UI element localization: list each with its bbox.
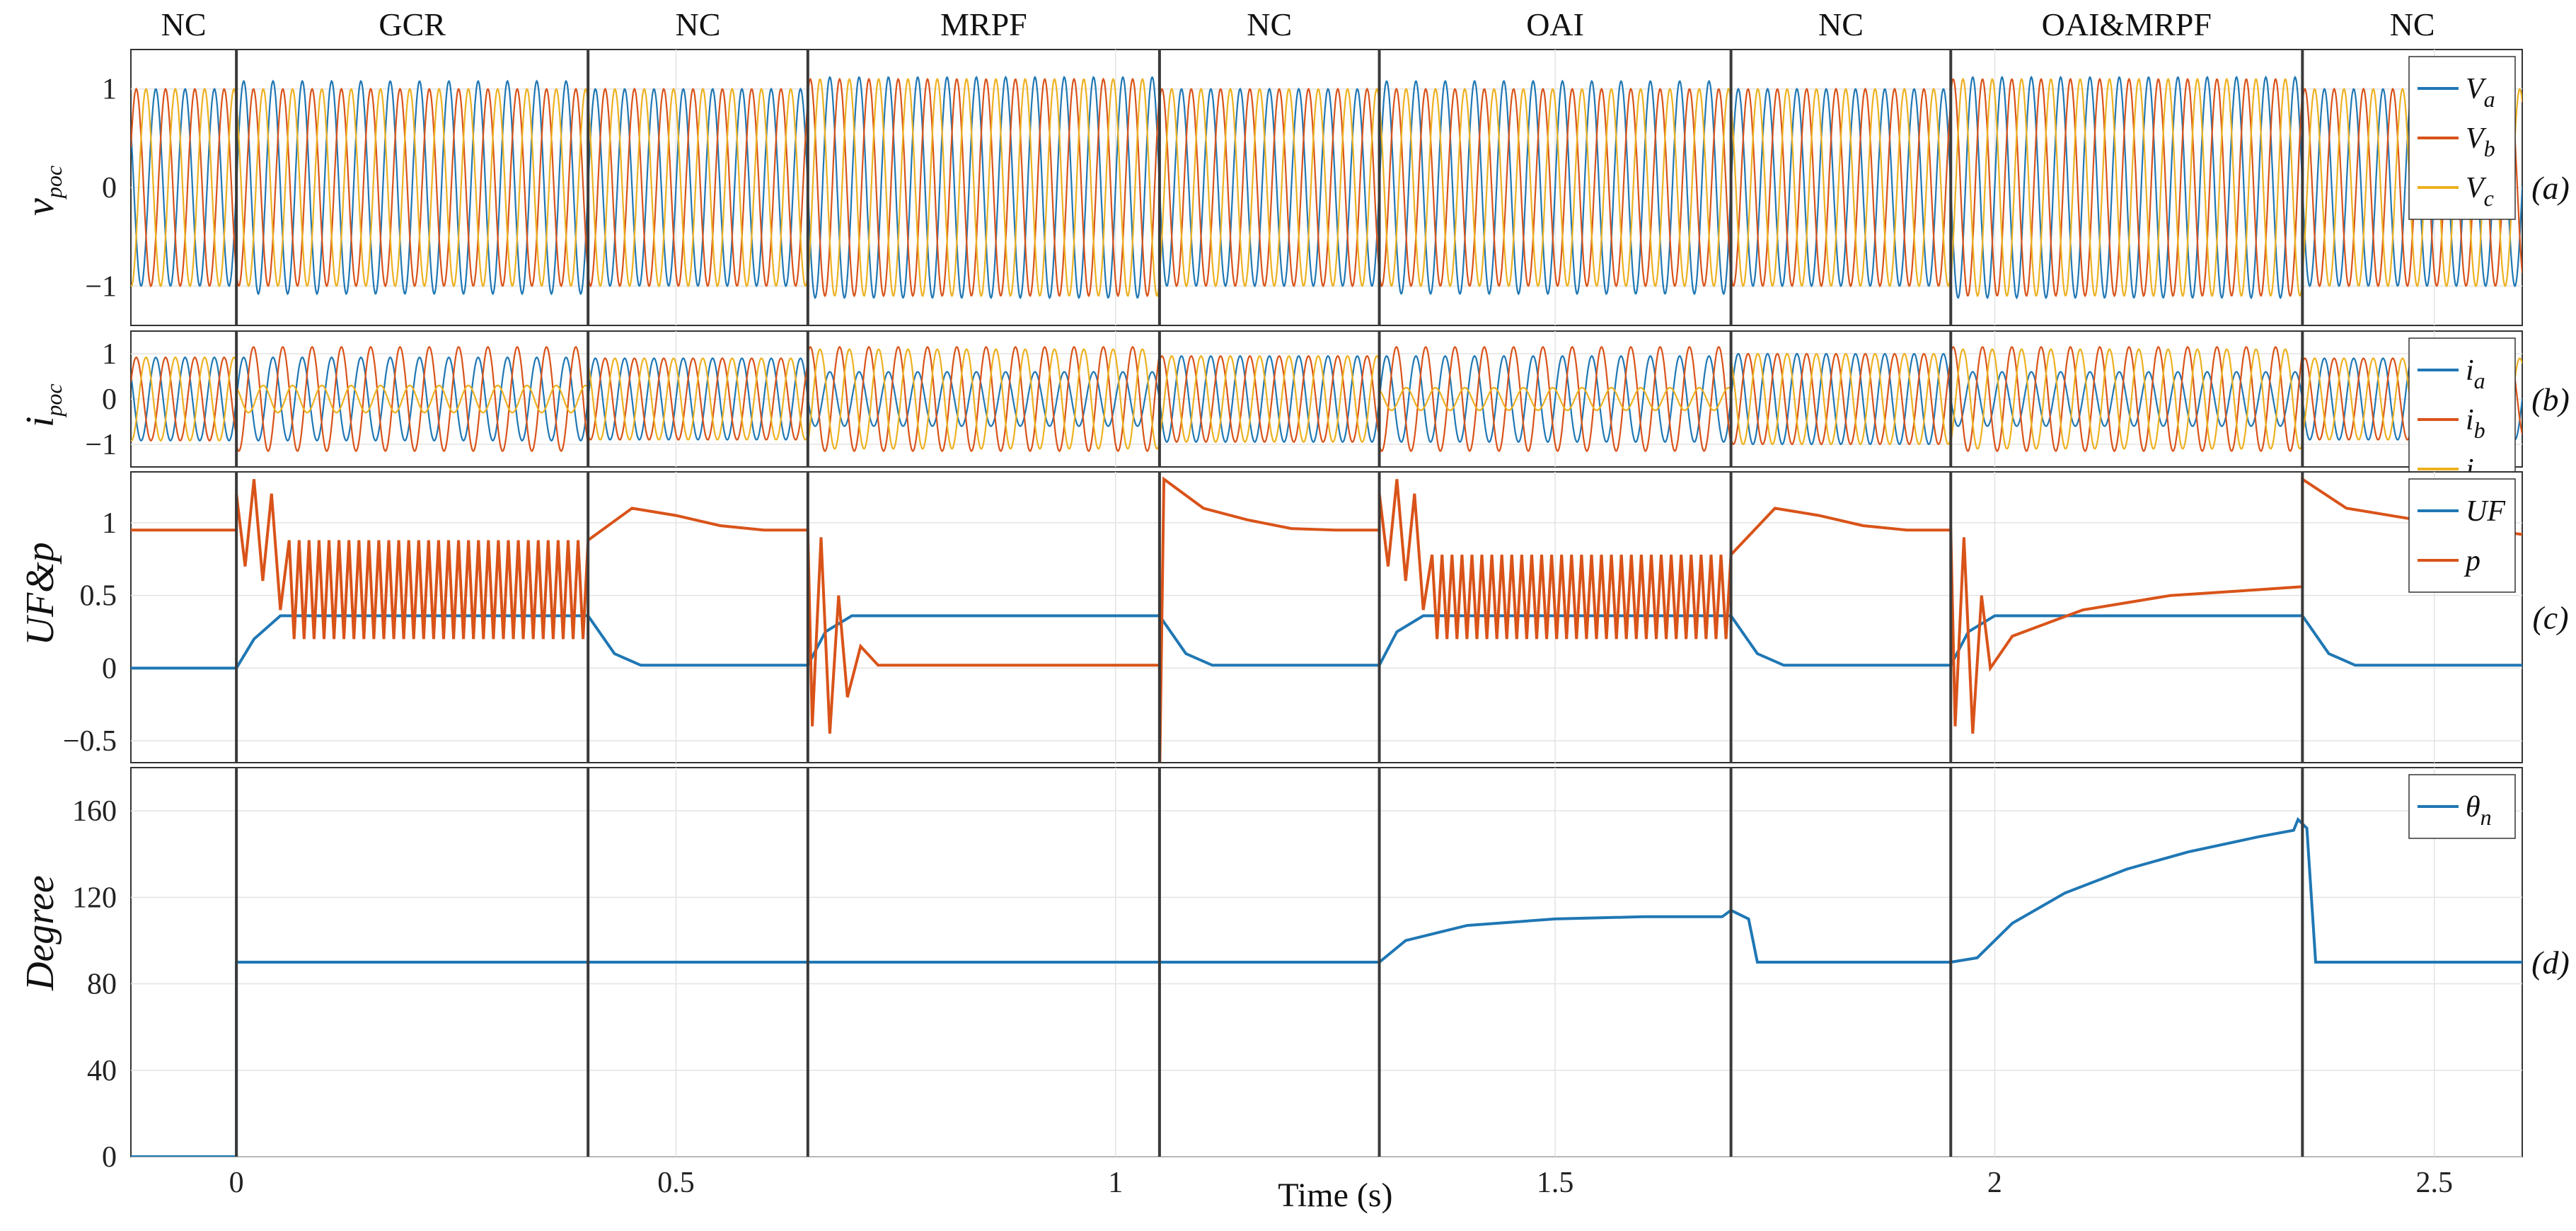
x-tick-label-3: 1.5 [1537, 1167, 1574, 1199]
legend-label-d-0-main: θ [2466, 791, 2480, 823]
panel-label-c: (c) [2532, 600, 2568, 636]
y-axis-label-b: ipoc [18, 383, 67, 427]
segment-label-5: OAI [1526, 6, 1584, 42]
y-tick-label-d-3: 120 [72, 882, 117, 914]
x-axis-label: Time (s) [1278, 1177, 1392, 1214]
segment-label-4: NC [1247, 6, 1292, 42]
legend-label-a-1-main: V [2466, 122, 2487, 155]
x-tick-label-1: 0.5 [657, 1167, 695, 1199]
y-axis-label-d-main: Degree [18, 875, 62, 991]
legend-label-b-0-main: i [2466, 354, 2474, 387]
y-axis-label-d: Degree [18, 875, 62, 991]
panel-c: −0.5 0 0.5 1 UF&p (c) UF p [18, 471, 2569, 763]
x-tick-label-5: 2.5 [2415, 1167, 2453, 1199]
y-tick-label-b-2: 1 [102, 338, 117, 371]
x-tick-label-4: 2 [1987, 1167, 2002, 1199]
y-tick-label-c-2: 0.5 [80, 580, 117, 613]
legend-box-c [2408, 478, 2516, 593]
legend-label-a-0-main: V [2466, 73, 2487, 105]
y-tick-label-c-3: 1 [102, 507, 117, 540]
segment-label-0: NC [161, 6, 207, 42]
y-tick-label-d-2: 80 [87, 969, 117, 1001]
y-tick-label-a-0: −1 [85, 270, 117, 303]
series-line-d-θ [131, 816, 2522, 1157]
series-line-a-b [131, 77, 2522, 298]
legend-label-a-1: Vb [2466, 122, 2495, 161]
legend-label-a-2: Vc [2466, 172, 2494, 211]
plot-frame-c [130, 471, 2523, 763]
y-axis-label-c: UF&p [18, 542, 62, 645]
segment-label-8: NC [2390, 6, 2435, 42]
y-tick-label-b-1: 0 [102, 383, 117, 416]
y-tick-label-c-0: −0.5 [63, 725, 117, 758]
series-line-c-UF [131, 614, 2522, 670]
x-tick-label-2: 1 [1108, 1167, 1123, 1199]
series-line-c-p [131, 476, 2522, 763]
data-d [131, 816, 2522, 1157]
segment-label-6: NC [1818, 6, 1864, 42]
panels: −101vpoc(a)VaVbVc−101ipoc(b)iaibic−0.500… [18, 49, 2570, 1174]
y-tick-label-d-4: 160 [72, 795, 117, 828]
legend-label-d-0-sub: n [2480, 804, 2492, 830]
y-axis-label-a-main: v [18, 198, 62, 216]
data-a [131, 75, 2522, 300]
legend-label-b-2-main: i [2466, 453, 2474, 486]
legend-label-d-0: θn [2466, 791, 2492, 830]
legend-label-c-1-main: p [2464, 545, 2480, 577]
legend-label-a-1-sub: b [2484, 136, 2495, 161]
legend-label-a-0-sub: a [2484, 86, 2495, 112]
data-b [131, 345, 2522, 453]
y-tick-label-d-1: 40 [87, 1055, 117, 1087]
legend-label-b-1-sub: b [2474, 417, 2485, 443]
y-tick-label-b-0: −1 [85, 429, 117, 461]
series-line-b-c [131, 348, 2522, 450]
legend-d: θn [2408, 774, 2516, 839]
legend-label-b-1-main: i [2466, 404, 2474, 437]
x-axis: 0 0.5 1 1.5 2 2.5 Time (s) [229, 1167, 2453, 1214]
panel-d: 0 40 80 120 160 Degree (d) θn [18, 767, 2570, 1174]
legend-c: UF p [2408, 478, 2516, 593]
y-tick-label-a-2: 1 [102, 74, 117, 106]
legend-label-c-0: UF [2466, 495, 2505, 528]
series-line-a-a [131, 75, 2522, 300]
legend-label-b-0-sub: a [2474, 368, 2485, 393]
series-line-a-c [131, 77, 2522, 298]
x-tick-label-0: 0 [229, 1167, 244, 1199]
segment-label-2: NC [676, 6, 721, 42]
legend-label-a-2-sub: c [2484, 185, 2494, 211]
legend-label-c-1: p [2464, 545, 2480, 577]
segment-label-7: OAI&MRPF [2042, 6, 2212, 42]
y-axis-label-a: vpoc [18, 166, 67, 216]
segment-label-3: MRPF [940, 6, 1027, 42]
legend-label-a-2-main: V [2466, 172, 2487, 204]
y-axis-label-b-main: i [18, 416, 62, 427]
y-tick-label-c-1: 0 [102, 652, 117, 685]
data-c [131, 476, 2522, 763]
panel-label-b: (b) [2531, 381, 2570, 417]
y-axis-label-a-sub: poc [41, 166, 67, 200]
segment-labels: NC GCR NC MRPF NC OAI NC OAI&MRPF NC [161, 6, 2435, 42]
panel-label-a: (a) [2531, 170, 2570, 206]
series-line-b-b [131, 345, 2522, 453]
legend-label-b-0: ia [2466, 354, 2485, 393]
legend-label-c-0-main: UF [2466, 495, 2505, 528]
y-tick-label-a-1: 0 [102, 172, 117, 204]
y-axis-label-c-main: UF&p [18, 542, 62, 645]
y-tick-label-d-0: 0 [102, 1141, 117, 1174]
segment-label-1: GCR [379, 6, 446, 42]
legend-label-a-0: Va [2466, 73, 2495, 112]
legend-label-b-1: ib [2466, 404, 2485, 443]
panel-label-d: (d) [2531, 944, 2570, 981]
y-axis-label-b-sub: poc [41, 383, 67, 417]
